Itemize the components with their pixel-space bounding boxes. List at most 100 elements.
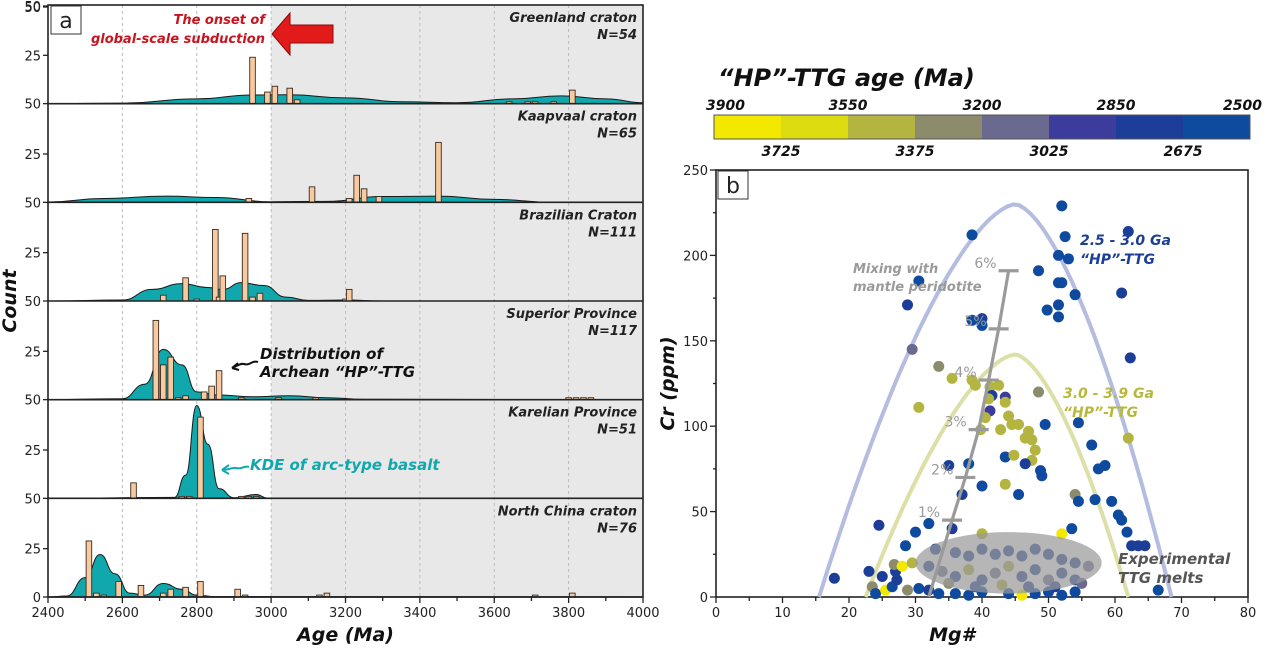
- data-point: [969, 379, 981, 391]
- data-point: [896, 560, 908, 572]
- age-colorbar: 3900 3550 3200 2850 2500 3725 3375 3025 2675: [706, 98, 1262, 160]
- colorbar-top-label: 2500: [1223, 98, 1262, 114]
- data-point: [976, 480, 988, 492]
- y-tick-label: 25: [24, 444, 41, 459]
- data-point: [976, 319, 988, 331]
- hp-ttg-distribution-label-line1: Distribution of: [260, 345, 385, 363]
- kde-pointer-arrow-icon: [221, 464, 250, 475]
- data-point: [949, 588, 961, 600]
- colorbar-segment: [1116, 115, 1184, 139]
- old-ttg-label-line2: “HP”-TTG: [1063, 405, 1138, 421]
- x-tick-label: 3600: [478, 606, 511, 621]
- histogram-bar: [264, 91, 271, 105]
- data-point: [902, 299, 914, 311]
- histogram-bar: [435, 141, 442, 203]
- y-tick-label: 25: [24, 247, 41, 262]
- data-point: [943, 459, 955, 471]
- sample-count: N=117: [588, 324, 638, 339]
- data-point: [1033, 265, 1045, 277]
- colorbar-segment: [1183, 115, 1251, 139]
- data-point: [1089, 494, 1101, 506]
- x-tick-label: 3400: [403, 606, 436, 621]
- age-envelopes: [817, 202, 1174, 598]
- sample-count: N=76: [597, 521, 637, 536]
- sample-count: N=51: [597, 423, 637, 438]
- data-point: [870, 588, 882, 600]
- subpanel-karelian-province: Karelian Province N=51: [47, 405, 643, 500]
- left-arrow-icon: [271, 11, 334, 57]
- data-point: [1066, 523, 1078, 535]
- histogram-bar: [345, 288, 353, 302]
- histogram-bar: [115, 581, 122, 598]
- data-point: [923, 518, 935, 530]
- y-tick-label: 200: [683, 249, 708, 264]
- kde-curve: [47, 405, 309, 499]
- data-point: [1008, 449, 1020, 461]
- colorbar-segment: [848, 115, 916, 139]
- experimental-label-line1: Experimental: [1118, 550, 1231, 568]
- onset-annotation-line1: The onset of: [173, 13, 267, 28]
- data-point: [933, 360, 945, 372]
- colorbar-segment: [781, 115, 849, 139]
- x-tick-label: 60: [1107, 606, 1124, 621]
- data-point: [913, 275, 925, 287]
- data-point: [1056, 200, 1068, 212]
- colorbar-bottom-label: 3725: [762, 144, 801, 160]
- old-ttg-label-line1: 3.0 - 3.9 Ga: [1063, 386, 1154, 402]
- data-point: [933, 588, 945, 600]
- histogram-bar: [569, 89, 576, 105]
- histogram-bar: [375, 196, 383, 203]
- sample-count: N=111: [588, 225, 637, 240]
- histogram-bar: [160, 294, 167, 302]
- y-tick-label: 25: [24, 543, 41, 558]
- y-tick-label: 250: [683, 164, 708, 179]
- y-axis-title: Cr (ppm): [657, 336, 679, 430]
- experimental-ttg-melts-field: [915, 532, 1102, 594]
- data-point: [891, 574, 903, 586]
- colorbar-top-label: 3900: [706, 98, 745, 114]
- subpanel-superior-province: Superior Province N=117: [47, 307, 644, 401]
- y-tick-label: 50: [24, 0, 41, 15]
- data-point: [993, 379, 1005, 391]
- craton-name: Kaapvaal craton: [518, 110, 637, 125]
- histogram-bar: [167, 356, 174, 401]
- histogram-bar: [152, 319, 160, 401]
- data-point: [1052, 299, 1064, 311]
- histogram-bar: [234, 588, 241, 598]
- colorbar-segment: [1049, 115, 1117, 139]
- kde-arc-basalt-label: KDE of arc-type basalt: [250, 456, 440, 474]
- mixing-percent-label: 1%: [918, 505, 940, 521]
- mixing-label-line1: Mixing with: [853, 262, 938, 277]
- histogram-bar: [182, 586, 189, 598]
- experimental-label-line2: TTG melts: [1118, 569, 1203, 587]
- colorbar-top-label: 2850: [1097, 98, 1136, 114]
- x-tick-label: 70: [1173, 606, 1190, 621]
- age-envelope-curve: [863, 352, 1131, 598]
- histogram-bar: [208, 385, 215, 401]
- data-point: [1152, 584, 1164, 596]
- data-point: [1056, 528, 1068, 540]
- y-tick-label: 25: [24, 345, 41, 360]
- craton-name: Brazilian Craton: [519, 208, 637, 223]
- colorbar-segment: [714, 115, 782, 139]
- data-point: [1052, 311, 1064, 323]
- data-point: [1139, 540, 1151, 552]
- data-point: [1069, 586, 1081, 598]
- y-tick-label: 100: [683, 420, 708, 435]
- x-tick-label: 30: [907, 606, 924, 621]
- panel-b-letter: b: [726, 174, 740, 199]
- mixing-percent-label: 3%: [944, 415, 966, 431]
- x-tick-label: 3000: [255, 606, 288, 621]
- data-point: [1039, 418, 1051, 430]
- y-axis-title: Count: [0, 269, 21, 333]
- y-tick-label: 50: [24, 98, 41, 113]
- x-tick-label: 10: [774, 606, 791, 621]
- y-tick-label: 150: [683, 335, 708, 350]
- data-point: [1019, 458, 1031, 470]
- data-point: [910, 526, 921, 538]
- mixing-label-line2: mantle peridotite: [853, 280, 982, 295]
- y-tick-label: 50: [24, 394, 41, 409]
- histogram-bar: [219, 275, 227, 302]
- data-point: [876, 571, 888, 583]
- x-tick-label: 20: [841, 606, 858, 621]
